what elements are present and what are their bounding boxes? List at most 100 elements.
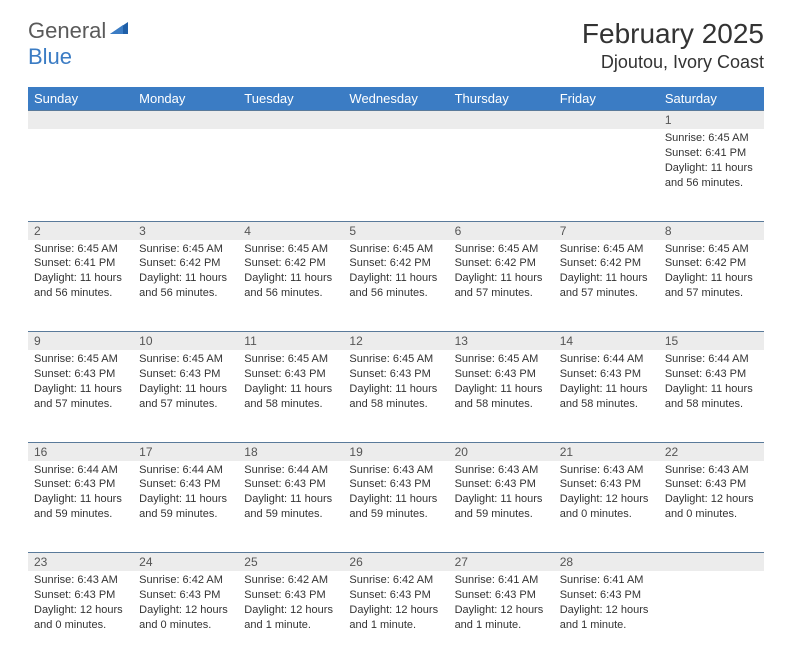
- day-number-cell: 18: [238, 442, 343, 461]
- sunrise-text: Sunrise: 6:45 AM: [34, 352, 127, 367]
- daylight-text: Daylight: 11 hours and 58 minutes.: [349, 382, 442, 412]
- sunset-text: Sunset: 6:43 PM: [244, 477, 337, 492]
- day-number-cell: 5: [343, 221, 448, 240]
- sunrise-text: Sunrise: 6:41 AM: [560, 573, 653, 588]
- daylight-text: Daylight: 11 hours and 59 minutes.: [455, 492, 548, 522]
- location: Djoutou, Ivory Coast: [582, 52, 764, 73]
- logo-blue-row: Blue: [28, 44, 72, 70]
- day-cell: Sunrise: 6:43 AMSunset: 6:43 PMDaylight:…: [554, 461, 659, 553]
- day-number-cell: 22: [659, 442, 764, 461]
- daylight-text: Daylight: 11 hours and 59 minutes.: [349, 492, 442, 522]
- sunset-text: Sunset: 6:43 PM: [455, 367, 548, 382]
- sunrise-text: Sunrise: 6:44 AM: [139, 463, 232, 478]
- day-number-cell: 9: [28, 332, 133, 351]
- sunset-text: Sunset: 6:43 PM: [244, 367, 337, 382]
- daylight-text: Daylight: 11 hours and 57 minutes.: [139, 382, 232, 412]
- daylight-text: Daylight: 11 hours and 59 minutes.: [34, 492, 127, 522]
- sunset-text: Sunset: 6:43 PM: [139, 367, 232, 382]
- day-number-cell: 25: [238, 553, 343, 572]
- day-cell: Sunrise: 6:44 AMSunset: 6:43 PMDaylight:…: [659, 350, 764, 442]
- sunrise-text: Sunrise: 6:42 AM: [139, 573, 232, 588]
- sunrise-text: Sunrise: 6:45 AM: [244, 242, 337, 257]
- day-cell: Sunrise: 6:45 AMSunset: 6:43 PMDaylight:…: [343, 350, 448, 442]
- daynum-row: 2345678: [28, 221, 764, 240]
- sunset-text: Sunset: 6:42 PM: [244, 256, 337, 271]
- day-header: Monday: [133, 87, 238, 111]
- sunset-text: Sunset: 6:42 PM: [349, 256, 442, 271]
- sunrise-text: Sunrise: 6:45 AM: [560, 242, 653, 257]
- sunrise-text: Sunrise: 6:41 AM: [455, 573, 548, 588]
- sunset-text: Sunset: 6:43 PM: [34, 477, 127, 492]
- week-row: Sunrise: 6:43 AMSunset: 6:43 PMDaylight:…: [28, 571, 764, 663]
- daylight-text: Daylight: 11 hours and 58 minutes.: [560, 382, 653, 412]
- day-cell: [28, 129, 133, 221]
- day-number-cell: [28, 111, 133, 130]
- daylight-text: Daylight: 11 hours and 59 minutes.: [139, 492, 232, 522]
- sunrise-text: Sunrise: 6:43 AM: [349, 463, 442, 478]
- flag-icon: [110, 20, 132, 43]
- sunrise-text: Sunrise: 6:44 AM: [560, 352, 653, 367]
- logo: General: [28, 18, 134, 44]
- daylight-text: Daylight: 11 hours and 56 minutes.: [139, 271, 232, 301]
- daylight-text: Daylight: 11 hours and 56 minutes.: [34, 271, 127, 301]
- day-cell: Sunrise: 6:45 AMSunset: 6:41 PMDaylight:…: [28, 240, 133, 332]
- day-number-cell: 24: [133, 553, 238, 572]
- daylight-text: Daylight: 11 hours and 57 minutes.: [455, 271, 548, 301]
- day-number-cell: 28: [554, 553, 659, 572]
- sunrise-text: Sunrise: 6:45 AM: [455, 242, 548, 257]
- week-row: Sunrise: 6:44 AMSunset: 6:43 PMDaylight:…: [28, 461, 764, 553]
- sunrise-text: Sunrise: 6:43 AM: [34, 573, 127, 588]
- day-number-cell: 3: [133, 221, 238, 240]
- day-cell: Sunrise: 6:45 AMSunset: 6:43 PMDaylight:…: [28, 350, 133, 442]
- daylight-text: Daylight: 11 hours and 57 minutes.: [560, 271, 653, 301]
- sunset-text: Sunset: 6:43 PM: [139, 588, 232, 603]
- day-number-cell: 12: [343, 332, 448, 351]
- day-cell: Sunrise: 6:43 AMSunset: 6:43 PMDaylight:…: [28, 571, 133, 663]
- day-number-cell: 17: [133, 442, 238, 461]
- daylight-text: Daylight: 11 hours and 57 minutes.: [665, 271, 758, 301]
- day-cell: Sunrise: 6:45 AMSunset: 6:42 PMDaylight:…: [343, 240, 448, 332]
- day-number-cell: [238, 111, 343, 130]
- day-number-cell: 19: [343, 442, 448, 461]
- sunrise-text: Sunrise: 6:44 AM: [34, 463, 127, 478]
- day-number-cell: 4: [238, 221, 343, 240]
- sunrise-text: Sunrise: 6:42 AM: [349, 573, 442, 588]
- sunset-text: Sunset: 6:43 PM: [665, 367, 758, 382]
- sunrise-text: Sunrise: 6:45 AM: [349, 242, 442, 257]
- sunset-text: Sunset: 6:43 PM: [34, 588, 127, 603]
- day-number-cell: 20: [449, 442, 554, 461]
- sunrise-text: Sunrise: 6:45 AM: [34, 242, 127, 257]
- day-cell: Sunrise: 6:45 AMSunset: 6:41 PMDaylight:…: [659, 129, 764, 221]
- day-number-cell: [449, 111, 554, 130]
- day-cell: Sunrise: 6:45 AMSunset: 6:42 PMDaylight:…: [449, 240, 554, 332]
- logo-text-general: General: [28, 18, 106, 44]
- sunset-text: Sunset: 6:43 PM: [244, 588, 337, 603]
- sunset-text: Sunset: 6:43 PM: [665, 477, 758, 492]
- daynum-row: 232425262728: [28, 553, 764, 572]
- daylight-text: Daylight: 12 hours and 0 minutes.: [665, 492, 758, 522]
- day-header: Tuesday: [238, 87, 343, 111]
- day-cell: Sunrise: 6:43 AMSunset: 6:43 PMDaylight:…: [343, 461, 448, 553]
- day-header: Sunday: [28, 87, 133, 111]
- sunset-text: Sunset: 6:41 PM: [34, 256, 127, 271]
- sunrise-text: Sunrise: 6:44 AM: [244, 463, 337, 478]
- day-cell: Sunrise: 6:45 AMSunset: 6:43 PMDaylight:…: [133, 350, 238, 442]
- daylight-text: Daylight: 11 hours and 58 minutes.: [244, 382, 337, 412]
- day-number-cell: 7: [554, 221, 659, 240]
- daylight-text: Daylight: 11 hours and 57 minutes.: [34, 382, 127, 412]
- day-header: Saturday: [659, 87, 764, 111]
- day-number-cell: 21: [554, 442, 659, 461]
- day-number-cell: 11: [238, 332, 343, 351]
- daylight-text: Daylight: 12 hours and 1 minute.: [455, 603, 548, 633]
- sunrise-text: Sunrise: 6:44 AM: [665, 352, 758, 367]
- day-cell: [238, 129, 343, 221]
- daylight-text: Daylight: 12 hours and 1 minute.: [244, 603, 337, 633]
- day-cell: Sunrise: 6:42 AMSunset: 6:43 PMDaylight:…: [343, 571, 448, 663]
- day-cell: [449, 129, 554, 221]
- week-row: Sunrise: 6:45 AMSunset: 6:41 PMDaylight:…: [28, 129, 764, 221]
- sunrise-text: Sunrise: 6:45 AM: [455, 352, 548, 367]
- sunrise-text: Sunrise: 6:43 AM: [665, 463, 758, 478]
- day-number-cell: [554, 111, 659, 130]
- week-row: Sunrise: 6:45 AMSunset: 6:41 PMDaylight:…: [28, 240, 764, 332]
- header: General February 2025 Djoutou, Ivory Coa…: [0, 0, 792, 81]
